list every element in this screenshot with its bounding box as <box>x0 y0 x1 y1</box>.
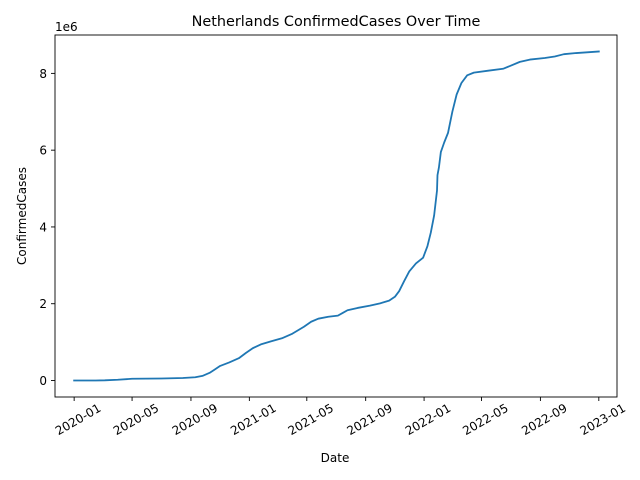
confirmed-cases-line <box>73 50 600 382</box>
plot-frame <box>54 34 618 398</box>
y-axis-label: ConfirmedCases <box>15 167 29 265</box>
chart-title: Netherlands ConfirmedCases Over Time <box>192 14 481 30</box>
y-tick-label: 8 <box>39 67 47 81</box>
y-offset-label: 1e6 <box>55 20 78 34</box>
y-tick-label: 4 <box>39 220 47 234</box>
y-axis-ticks: 0 2 4 6 8 <box>39 67 55 388</box>
y-tick-label: 6 <box>39 144 47 158</box>
y-tick-label: 0 <box>39 374 47 388</box>
x-axis-label: Date <box>321 451 350 465</box>
y-tick-label: 2 <box>39 297 47 311</box>
